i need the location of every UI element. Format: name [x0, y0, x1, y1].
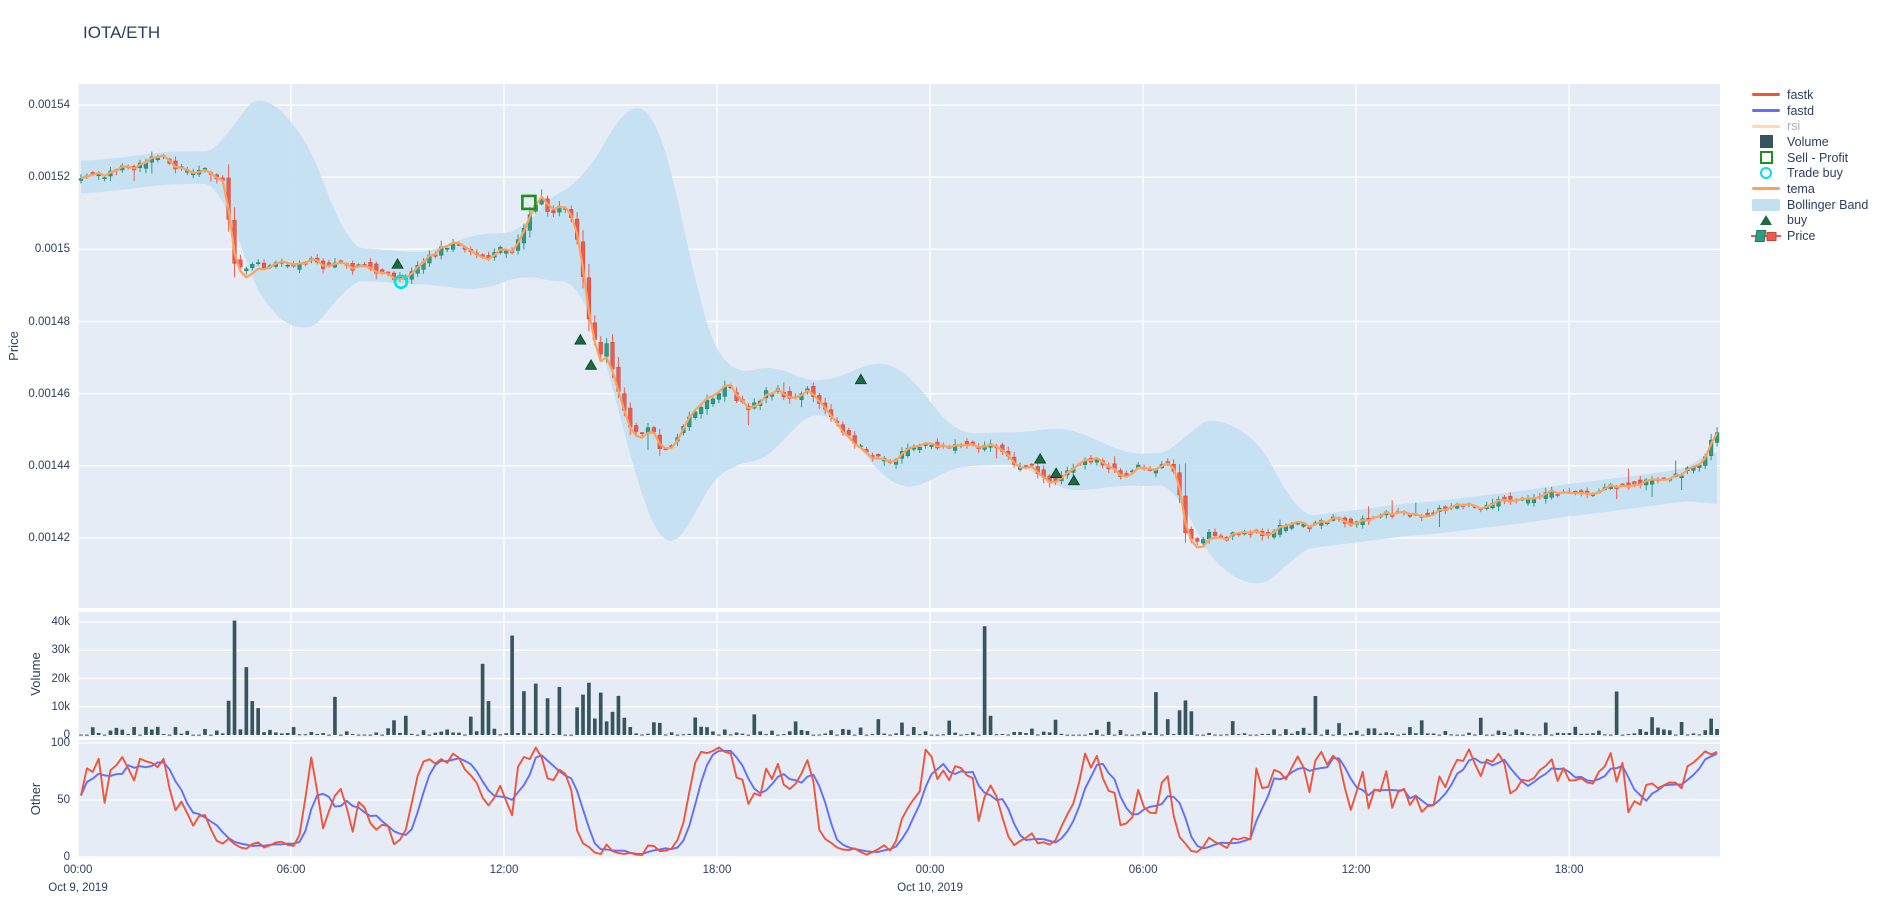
fastk-line — [80, 746, 1718, 856]
legend-item-price[interactable]: Price — [1750, 228, 1888, 244]
price-panel-bg — [78, 84, 1720, 608]
tema-line — [80, 154, 1718, 549]
rsi-legend-icon — [1750, 124, 1782, 128]
bollinger-band-legend-icon — [1750, 198, 1782, 211]
legend-item-label: Trade buy — [1787, 166, 1843, 181]
legend-item-label: Sell - Profit — [1787, 150, 1849, 165]
legend-item-volume[interactable]: Volume — [1750, 134, 1888, 150]
x-tick-label: 00:00 — [63, 864, 93, 876]
other-tick-label: 50 — [57, 794, 70, 806]
chart-title: IOTA/ETH — [83, 23, 161, 42]
price-tick-label: 0.00142 — [28, 532, 70, 544]
legend-item-label: Bollinger Band — [1787, 197, 1869, 212]
volume-tick-label: 0 — [63, 729, 70, 741]
legend-item-label: Price — [1787, 229, 1816, 244]
price-tick-label: 0.00154 — [28, 99, 70, 111]
x-tick-label: 12:00 — [1341, 864, 1371, 876]
price-tick-label: 0.00144 — [28, 459, 70, 472]
x-date-label: Oct 10, 2019 — [897, 882, 963, 894]
legend-item-label: tema — [1787, 181, 1815, 196]
legend-item-label: Volume — [1787, 134, 1829, 149]
volume-legend-icon — [1750, 135, 1782, 149]
price-axis-title: Price — [6, 331, 21, 361]
legend-item-rsi[interactable]: rsi — [1750, 118, 1888, 134]
volume-axis-title: Volume — [28, 652, 43, 696]
legend-item-sell-profit[interactable]: Sell - Profit — [1750, 150, 1888, 166]
buy-marker[interactable] — [1049, 467, 1063, 478]
legend-item-label: fastd — [1787, 103, 1815, 118]
legend-item-buy[interactable]: buy — [1750, 213, 1888, 229]
price-tick-label: 0.00152 — [28, 171, 70, 184]
tema-legend-icon — [1750, 187, 1782, 191]
bollinger-band-area — [81, 100, 1717, 584]
legend-item-bollinger-band[interactable]: Bollinger Band — [1750, 197, 1888, 213]
price-tick-label: 0.00146 — [28, 387, 70, 400]
legend: fastk fastd rsi Volume Sell - Profit Trade bu… — [1750, 87, 1888, 244]
legend-item-label: buy — [1787, 213, 1808, 228]
x-tick-label: 18:00 — [1554, 864, 1584, 876]
x-tick-label: 12:00 — [489, 864, 519, 876]
price-tick-label: 0.00148 — [28, 315, 70, 328]
fastd-line — [80, 749, 1718, 856]
volume-tick-label: 20k — [51, 672, 70, 685]
buy-marker[interactable] — [391, 257, 404, 269]
other-tick-label: 0 — [63, 851, 70, 863]
x-date-label: Oct 9, 2019 — [48, 882, 108, 894]
price-tick-label: 0.0015 — [34, 243, 70, 256]
fastd-legend-icon — [1750, 109, 1782, 113]
x-tick-label: 00:00 — [915, 864, 945, 876]
buy-marker[interactable] — [1033, 452, 1047, 464]
x-tick-label: 06:00 — [276, 864, 306, 876]
buy-marker[interactable] — [1067, 474, 1081, 486]
buy-marker[interactable] — [584, 359, 598, 370]
x-tick-label: 18:00 — [702, 864, 732, 876]
buy-marker[interactable] — [854, 373, 868, 385]
buy-legend-icon — [1750, 215, 1782, 226]
other-tick-label: 100 — [50, 737, 70, 749]
trade-buy-legend-icon — [1750, 167, 1782, 180]
x-tick-label: 06:00 — [1128, 864, 1158, 876]
legend-item-label: rsi — [1787, 119, 1801, 134]
trade-buy-marker[interactable] — [393, 274, 409, 290]
volume-panel-bg — [78, 612, 1720, 737]
volume-tick-label: 10k — [51, 700, 70, 713]
other-panel-bg — [78, 740, 1720, 858]
buy-marker[interactable] — [574, 333, 587, 345]
fastk-legend-icon — [1750, 93, 1782, 97]
sell-profit-marker[interactable] — [521, 194, 537, 211]
other-axis-title: Other — [28, 782, 43, 816]
volume-tick-label: 30k — [51, 644, 70, 657]
volume-bars-layer — [79, 620, 1719, 736]
price-legend-icon — [1750, 229, 1782, 243]
legend-item-label: fastk — [1787, 87, 1814, 102]
legend-item-fastd[interactable]: fastd — [1750, 103, 1888, 119]
sell-profit-legend-icon — [1750, 151, 1782, 165]
other-panel — [80, 746, 1718, 856]
volume-tick-label: 40k — [51, 616, 70, 628]
legend-item-trade-buy[interactable]: Trade buy — [1750, 165, 1888, 181]
legend-item-fastk[interactable]: fastk — [1750, 87, 1888, 103]
legend-item-tema[interactable]: tema — [1750, 181, 1888, 197]
price-panel — [78, 100, 1720, 584]
